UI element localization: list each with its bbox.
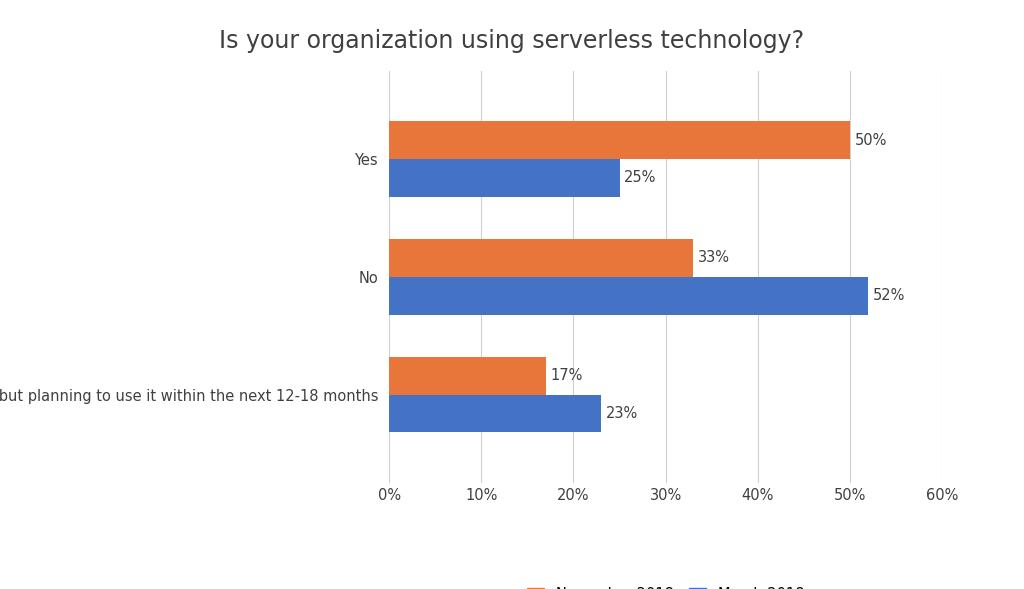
Text: 23%: 23% xyxy=(606,406,638,421)
Text: 50%: 50% xyxy=(854,133,887,148)
Bar xyxy=(389,159,620,197)
Text: Is your organization using serverless technology?: Is your organization using serverless te… xyxy=(219,29,805,54)
Bar xyxy=(389,395,601,432)
Text: 17%: 17% xyxy=(551,368,583,383)
Bar xyxy=(389,357,546,395)
Text: 25%: 25% xyxy=(625,170,656,186)
Bar xyxy=(389,121,850,159)
Legend: November 2018, March 2018: November 2018, March 2018 xyxy=(521,581,810,589)
Text: 33%: 33% xyxy=(698,250,730,266)
Bar xyxy=(389,239,693,277)
Text: 52%: 52% xyxy=(872,288,905,303)
Bar xyxy=(389,277,868,315)
